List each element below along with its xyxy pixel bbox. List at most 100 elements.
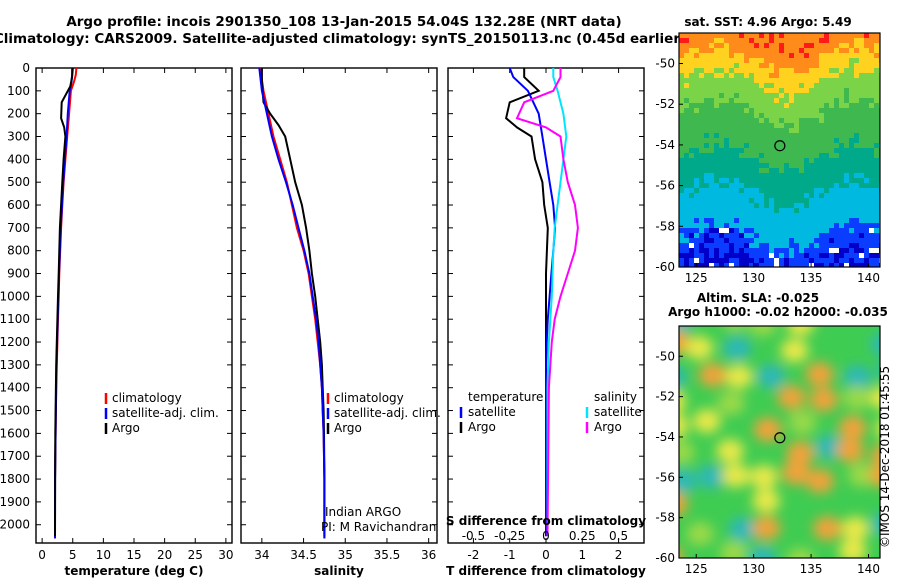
sst-cell <box>829 83 834 88</box>
sst-cell <box>779 88 784 93</box>
sst-cell <box>719 123 724 128</box>
sst-cell <box>809 243 814 248</box>
sst-cell <box>749 208 754 213</box>
sst-cell <box>774 98 779 103</box>
sst-cell <box>824 188 829 193</box>
sst-cell <box>714 188 719 193</box>
sst-cell <box>849 238 854 243</box>
sst-cell <box>714 93 719 98</box>
sst-cell <box>799 143 804 148</box>
sst-cell <box>779 178 784 183</box>
sst-cell <box>874 248 879 253</box>
sst-cell <box>869 173 874 178</box>
sst-cell <box>709 123 714 128</box>
sst-cell <box>704 258 709 263</box>
sst-cell <box>774 43 779 48</box>
sst-cell <box>759 218 764 223</box>
sst-cell <box>769 93 774 98</box>
sst-cell <box>684 88 689 93</box>
sst-cell <box>754 143 759 148</box>
sst-cell <box>759 183 764 188</box>
sst-cell <box>844 118 849 123</box>
sst-cell <box>844 218 849 223</box>
sst-cell <box>844 203 849 208</box>
sst-cell <box>734 208 739 213</box>
sst-cell <box>864 253 869 258</box>
sst-cell <box>854 63 859 68</box>
sst-cell <box>779 183 784 188</box>
sst-cell <box>824 223 829 228</box>
sst-cell <box>769 98 774 103</box>
sst-cell <box>709 198 714 203</box>
sst-cell <box>809 103 814 108</box>
sst-cell <box>859 63 864 68</box>
sst-cell <box>769 213 774 218</box>
sst-cell <box>774 233 779 238</box>
sst-cell <box>744 223 749 228</box>
sst-cell <box>869 93 874 98</box>
sst-cell <box>799 118 804 123</box>
sst-cell <box>679 43 684 48</box>
sst-cell <box>839 48 844 53</box>
sst-cell <box>784 238 789 243</box>
sst-cell <box>694 133 699 138</box>
sst-cell <box>849 243 854 248</box>
sst-cell <box>724 203 729 208</box>
sst-cell <box>844 138 849 143</box>
sst-cell <box>709 253 714 258</box>
sst-cell <box>839 233 844 238</box>
sla-blob <box>698 363 727 388</box>
sst-cell <box>849 68 854 73</box>
sst-cell <box>819 258 824 263</box>
sst-cell <box>739 68 744 73</box>
sst-cell <box>789 38 794 43</box>
sst-cell <box>829 133 834 138</box>
argo-float-marker <box>774 432 786 444</box>
sst-cell <box>784 103 789 108</box>
sst-cell <box>729 143 734 148</box>
sst-cell <box>864 63 869 68</box>
sst-cell <box>794 193 799 198</box>
sst-cell <box>709 53 714 58</box>
sst-cell <box>799 263 804 267</box>
sst-cell <box>759 173 764 178</box>
sst-cell <box>844 168 849 173</box>
sst-cell <box>814 143 819 148</box>
sst-cell <box>729 123 734 128</box>
sst-cell <box>729 113 734 118</box>
sst-cell <box>774 208 779 213</box>
sst-cell <box>689 173 694 178</box>
sst-cell <box>819 168 824 173</box>
sst-cell <box>804 233 809 238</box>
sst-cell <box>744 203 749 208</box>
sst-cell <box>779 213 784 218</box>
sst-cell <box>849 123 854 128</box>
sst-cell <box>679 108 684 113</box>
sst-cell <box>759 88 764 93</box>
sst-cell <box>834 158 839 163</box>
sst-cell <box>774 248 779 253</box>
sst-cell <box>809 93 814 98</box>
sst-cell <box>874 63 879 68</box>
sst-cell <box>859 203 864 208</box>
sst-cell <box>814 213 819 218</box>
sst-cell <box>764 238 769 243</box>
sst-cell <box>854 253 859 258</box>
sst-cell <box>764 148 769 153</box>
sst-cell <box>789 43 794 48</box>
sst-cell <box>784 253 789 258</box>
sst-cell <box>814 168 819 173</box>
sst-cell <box>724 168 729 173</box>
sst-cell <box>854 43 859 48</box>
sst-cell <box>689 103 694 108</box>
sst-cell <box>854 158 859 163</box>
sst-cell <box>724 58 729 63</box>
sst-cell <box>749 148 754 153</box>
sla-blob <box>838 538 867 558</box>
sst-cell <box>749 38 754 43</box>
sst-cell <box>724 258 729 263</box>
sst-cell <box>849 38 854 43</box>
sst-cell <box>724 238 729 243</box>
sst-cell <box>714 108 719 113</box>
sst-cell <box>689 153 694 158</box>
